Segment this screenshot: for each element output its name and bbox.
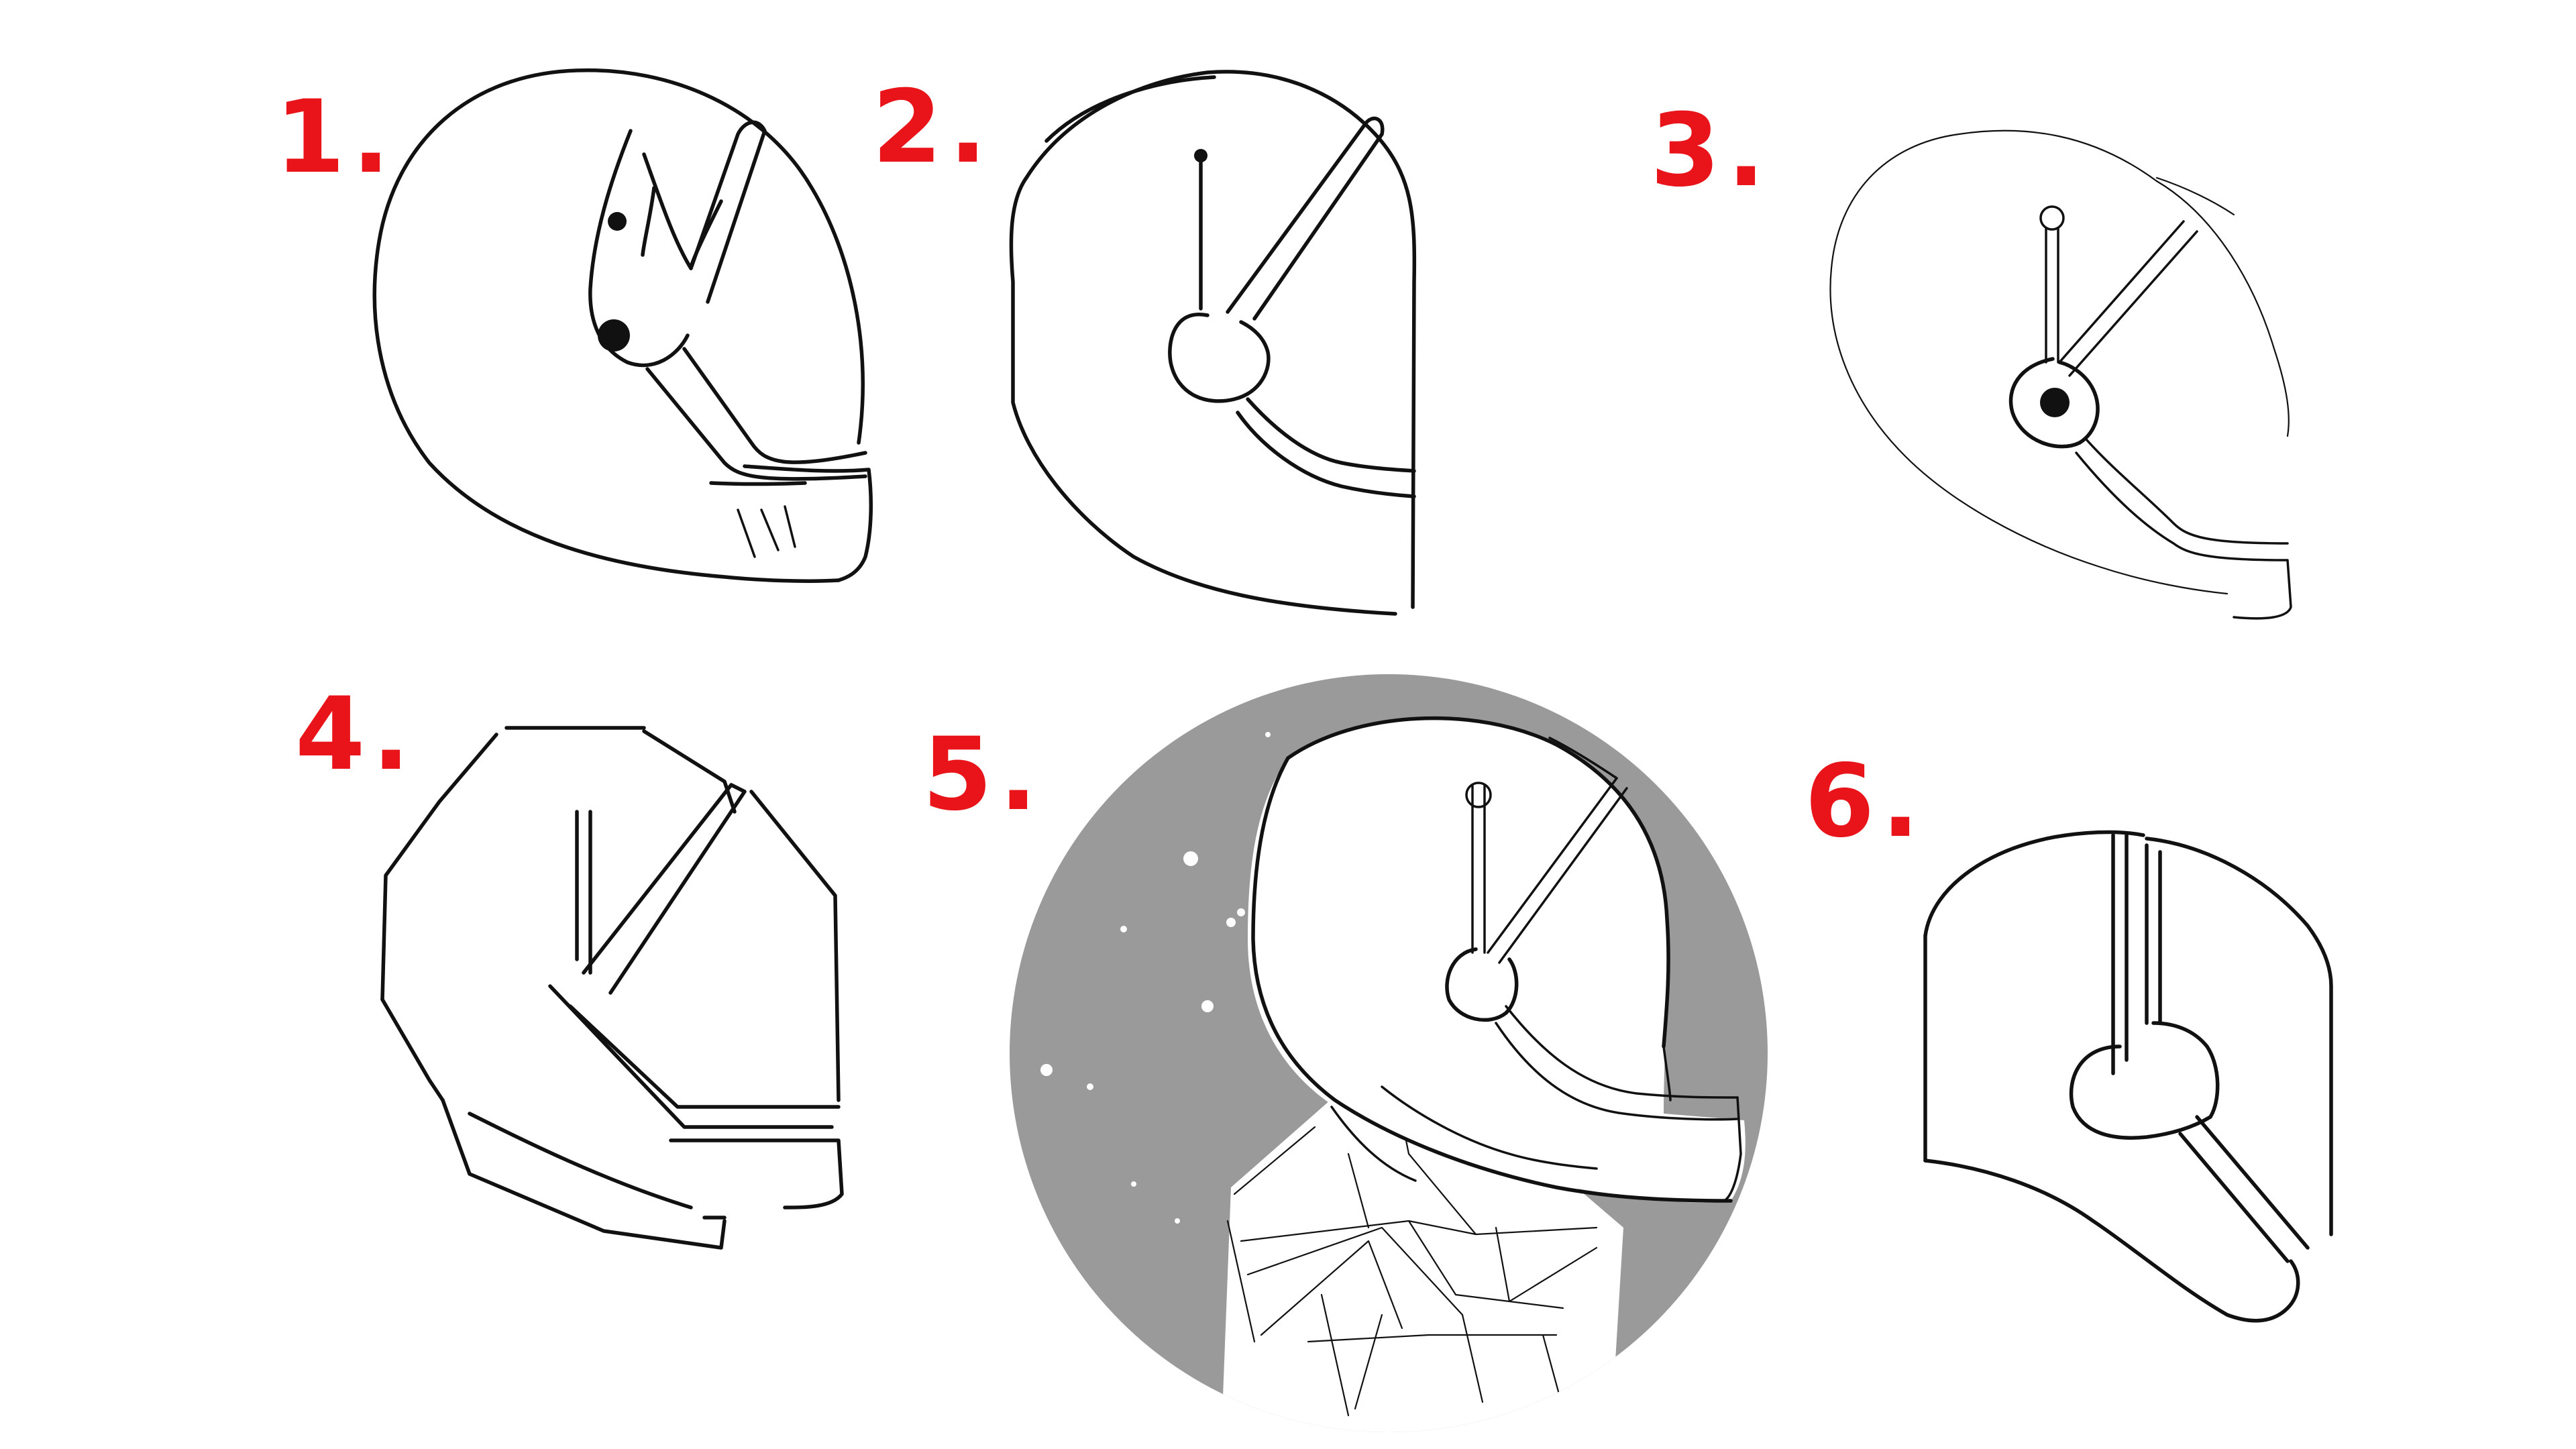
helmet-2 <box>1009 70 1417 616</box>
helmet-3 <box>1829 129 2292 620</box>
helmet-4 <box>380 726 844 1250</box>
antenna-ball-5 <box>1465 782 1492 808</box>
helmet-1 <box>372 68 873 583</box>
sketch-label-2: 2. <box>872 69 994 186</box>
sketch-label-3: 3. <box>1650 93 1772 209</box>
antenna-tip <box>1194 149 1208 162</box>
sketch-label-1: 1. <box>275 79 397 196</box>
antenna-ball <box>2039 205 2065 231</box>
helmet-3-eye <box>2040 388 2070 417</box>
sketch-label-6: 6. <box>1805 743 1927 860</box>
helmet-6 <box>1923 830 2333 1323</box>
visor-dot-small <box>608 212 627 231</box>
helmet-5 <box>1010 674 1768 1432</box>
visor-dot-large <box>598 319 630 352</box>
sketch-label-5: 5. <box>922 716 1044 833</box>
sketch-label-4: 4. <box>295 676 417 793</box>
